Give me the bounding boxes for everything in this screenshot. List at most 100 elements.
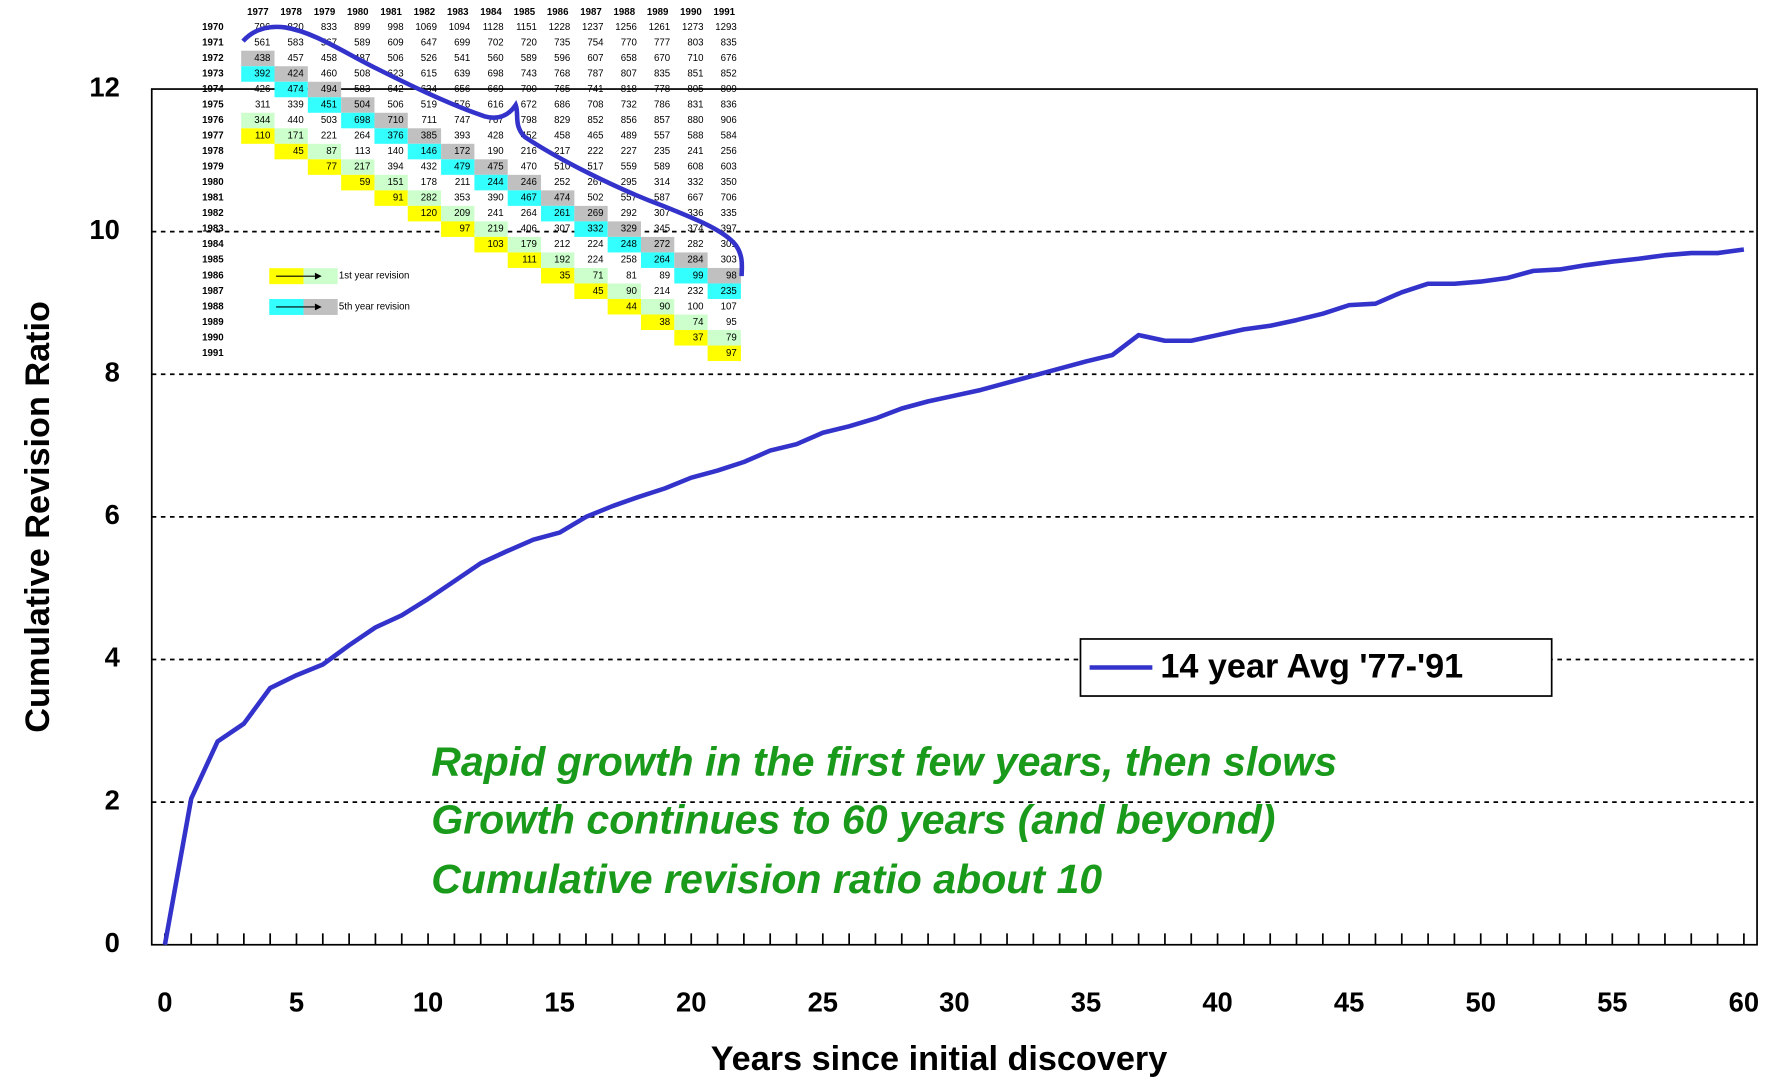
table-cell: 658 (621, 53, 637, 64)
table-cell-highlight (374, 174, 408, 191)
table-cell: 596 (554, 53, 570, 64)
table-cell: 852 (587, 115, 603, 126)
table-cell: 79 (726, 332, 737, 343)
table-cell-highlight (441, 143, 475, 160)
table-cell: 103 (487, 239, 503, 250)
table-cell: 98 (726, 270, 737, 281)
table-cell: 385 (421, 131, 437, 142)
table-cell: 479 (454, 162, 470, 173)
table-cell-highlight (374, 190, 408, 206)
table-cell: 467 (521, 193, 537, 204)
table-cell: 406 (521, 224, 537, 235)
table-cell: 45 (293, 146, 304, 157)
table-cell: 272 (654, 239, 670, 250)
table-cell: 786 (654, 100, 670, 111)
table-cell: 768 (554, 69, 570, 80)
x-tick-label: 25 (808, 986, 838, 1017)
table-cell-highlight (474, 174, 508, 191)
table-cell: 264 (654, 255, 671, 266)
table-cell: 179 (521, 239, 537, 250)
table-cell: 647 (421, 38, 437, 49)
y-tick-label: 10 (89, 214, 119, 245)
table-cell: 741 (587, 84, 603, 95)
table-cell: 698 (487, 69, 503, 80)
table-cell: 836 (721, 100, 737, 111)
table-cell: 211 (455, 177, 470, 188)
table-cell: 998 (387, 22, 403, 33)
table-cell: 1069 (415, 22, 437, 33)
table-cell: 670 (654, 53, 671, 64)
table-row-label: 1988 (202, 301, 224, 312)
table-cell: 559 (621, 162, 637, 173)
table-cell-highlight (707, 267, 741, 284)
table-cell: 589 (354, 38, 370, 49)
table-cell: 390 (487, 193, 504, 204)
x-tick-label: 0 (157, 986, 172, 1017)
table-cell-highlight (574, 267, 608, 284)
table-cell: 805 (687, 84, 703, 95)
table-column-header: 1981 (380, 7, 402, 18)
table-row-label: 1982 (202, 208, 224, 219)
table-cell-highlight (441, 221, 475, 237)
table-cell: 880 (687, 115, 704, 126)
table-cell: 803 (687, 38, 703, 49)
table-cell: 615 (421, 69, 437, 80)
table-cell-highlight (241, 112, 275, 129)
table-row-label: 1981 (202, 193, 224, 204)
table-cell: 282 (421, 193, 437, 204)
table-cell: 809 (721, 84, 737, 95)
table-cell: 252 (554, 177, 570, 188)
table-cell: 609 (387, 38, 403, 49)
table-cell: 190 (487, 146, 504, 157)
table-cell: 906 (721, 115, 737, 126)
table-row-label: 1985 (202, 255, 224, 266)
table-cell: 244 (487, 177, 504, 188)
table-cell-highlight (707, 283, 741, 299)
table-cell: 235 (654, 146, 670, 157)
table-row-label: 1973 (202, 69, 224, 80)
table-cell: 224 (587, 239, 604, 250)
table-cell-highlight (241, 50, 275, 67)
table-cell: 1151 (516, 22, 537, 33)
table-column-header: 1987 (580, 7, 602, 18)
table-cell-highlight (307, 143, 342, 160)
table-cell: 394 (387, 162, 404, 173)
table-cell: 74 (693, 317, 704, 328)
x-axis-label: Years since initial discovery (711, 1040, 1168, 1078)
table-cell: 171 (288, 131, 304, 142)
table-cell: 787 (587, 69, 603, 80)
table-cell: 1261 (649, 22, 671, 33)
table-cell: 607 (587, 53, 603, 64)
table-cell: 246 (521, 177, 537, 188)
table-row-label: 1989 (202, 317, 224, 328)
table-cell: 428 (487, 131, 503, 142)
revision-table: 1st year revision 5th year revision 1977… (202, 7, 741, 362)
legend-label: 14 year Avg '77-'91 (1160, 648, 1463, 686)
freehand-annotation (241, 24, 745, 277)
table-cell: 706 (721, 193, 737, 204)
table-cell: 59 (360, 177, 371, 188)
table-cell: 833 (321, 22, 337, 33)
table-column-header: 1988 (614, 7, 636, 18)
table-cell: 350 (721, 177, 738, 188)
table-cell: 502 (587, 193, 603, 204)
table-cell: 589 (654, 162, 670, 173)
table-cell: 267 (587, 177, 603, 188)
table-cell: 284 (687, 255, 704, 266)
x-tick-label: 55 (1597, 986, 1627, 1017)
table-cell-highlight (640, 236, 675, 253)
table-cell: 667 (687, 193, 703, 204)
x-tick-label: 15 (544, 986, 574, 1017)
table-cell: 314 (654, 177, 671, 188)
table-cell-highlight (607, 283, 641, 299)
table-cell: 765 (554, 84, 570, 95)
table-cell-highlight (241, 66, 275, 82)
table-cell-highlight (307, 97, 342, 113)
table-cell-highlight (674, 267, 708, 284)
table-cell: 329 (621, 224, 637, 235)
table-cell: 140 (387, 146, 404, 157)
table-cell: 831 (687, 100, 703, 111)
table-cell: 120 (421, 208, 438, 219)
y-tick-label: 2 (105, 784, 120, 815)
table-row-label: 1979 (202, 162, 224, 173)
